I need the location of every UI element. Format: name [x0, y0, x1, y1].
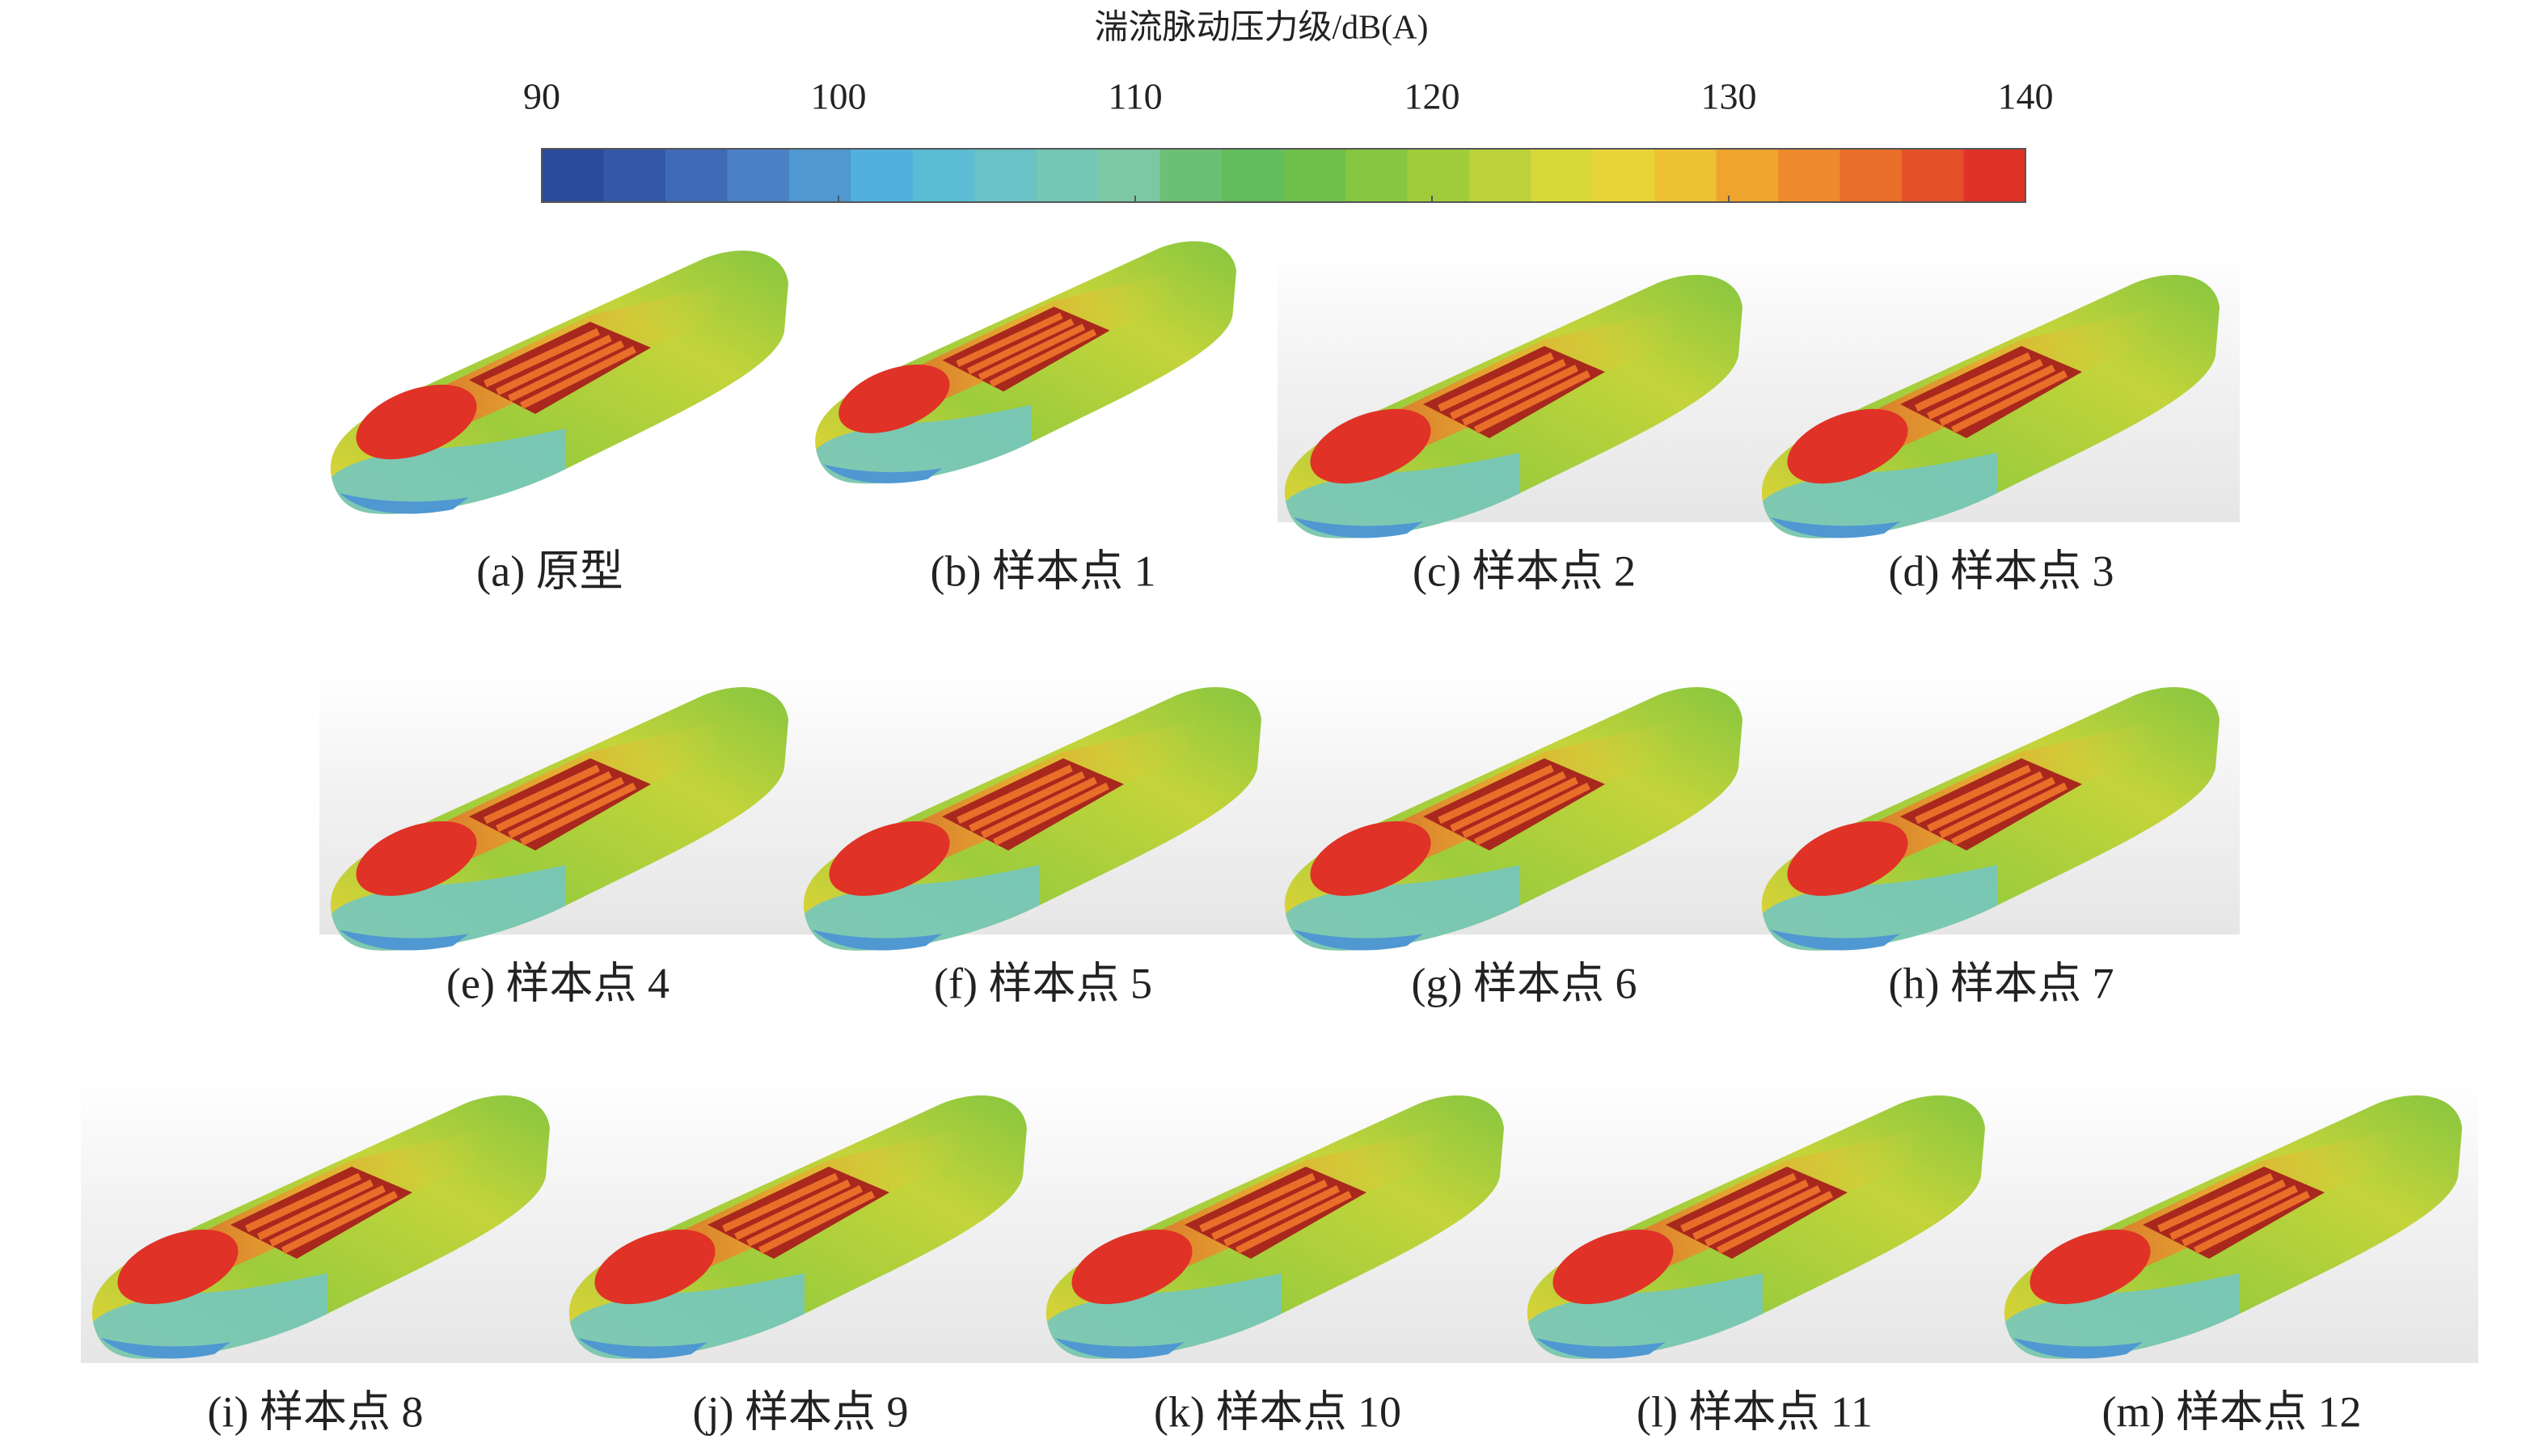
color-step [1902, 149, 1965, 202]
panel-label: (c) 样本点 2 [1413, 547, 1636, 595]
panel-label: (m) 样本点 12 [2102, 1387, 2362, 1436]
colorbar-frame [541, 148, 2026, 203]
colorbar-title: 湍流脉动压力级/dB(A) [1095, 10, 1429, 47]
colorbar-tick-label: 110 [1108, 76, 1162, 117]
color-step [1222, 149, 1284, 202]
panel-label: (i) 样本点 8 [208, 1387, 424, 1436]
color-step [1283, 149, 1346, 202]
colorbar-tick-label: 130 [1701, 76, 1757, 117]
color-step [1840, 149, 1903, 202]
color-step [1778, 149, 1841, 202]
panels: (a) 原型 (b) 样本点 1 (c) 样本点 2 (d) 样本点 3 (e) 样本点… [92, 241, 2462, 1436]
color-step [1468, 149, 1531, 202]
simulation-image [331, 251, 788, 514]
color-step [542, 149, 604, 202]
color-step [1345, 149, 1408, 202]
panel-label: (l) 样本点 11 [1637, 1387, 1873, 1436]
color-step [727, 149, 790, 202]
color-step [1159, 149, 1223, 202]
color-step [1531, 149, 1594, 202]
color-step [1963, 149, 2026, 202]
color-step [974, 149, 1037, 202]
colorbar-tick-label: 90 [523, 76, 560, 117]
panel-label: (j) 样本点 9 [693, 1387, 909, 1436]
colorbar-tick-label: 100 [811, 76, 867, 117]
colorbar-tick-label: 120 [1404, 76, 1460, 117]
panel-label: (b) 样本点 1 [931, 547, 1156, 595]
color-step [1036, 149, 1099, 202]
color-step [1098, 149, 1161, 202]
colorbar-tick-label: 140 [1998, 76, 2054, 117]
panel-label: (a) 原型 [476, 547, 623, 595]
color-step [788, 149, 851, 202]
panel-label: (h) 样本点 7 [1889, 959, 2114, 1007]
color-step [1654, 149, 1717, 202]
colorbar: 90 100 110 120 130 140 [523, 76, 2054, 203]
panel-label: (d) 样本点 3 [1889, 547, 2114, 595]
simulation-image [815, 241, 1236, 483]
color-step [1716, 149, 1779, 202]
color-step [1592, 149, 1655, 202]
panel-label: (g) 样本点 6 [1412, 959, 1637, 1007]
color-step [665, 149, 728, 202]
panel-label: (k) 样本点 10 [1154, 1387, 1401, 1436]
color-step [603, 149, 666, 202]
color-step [912, 149, 975, 202]
color-step [1407, 149, 1470, 202]
color-step [851, 149, 914, 202]
panel-label: (e) 样本点 4 [446, 959, 669, 1007]
panel-label: (f) 样本点 5 [934, 959, 1152, 1007]
